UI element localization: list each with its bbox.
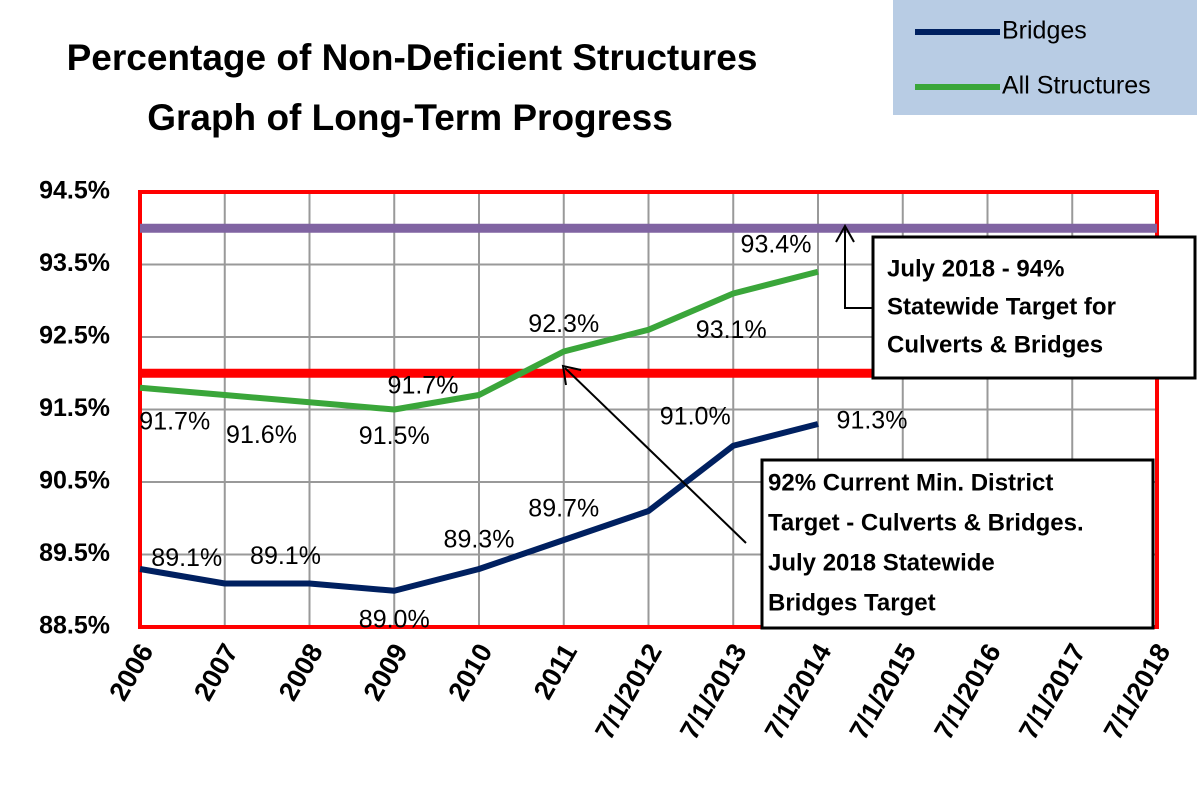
x-tick: 2010	[442, 639, 498, 706]
plot-frame	[138, 190, 1159, 629]
x-tick: 7/1/2018	[1098, 639, 1177, 745]
chart-title: Percentage of Non-Deficient Structures	[67, 37, 758, 78]
value-label: 91.7%	[139, 408, 210, 436]
x-tick: 7/1/2012	[589, 639, 668, 745]
x-tick-label: 7/1/2014	[759, 639, 838, 745]
x-tick-label: 7/1/2017	[1013, 639, 1092, 745]
x-tick: 2008	[273, 639, 329, 706]
value-label: 93.1%	[696, 316, 767, 344]
value-label: 93.4%	[741, 230, 812, 258]
y-tick-label: 93.5%	[39, 249, 110, 277]
chart-title: Graph of Long-Term Progress	[147, 97, 673, 138]
x-tick-label: 7/1/2016	[928, 639, 1007, 745]
annotation-box	[760, 458, 1155, 630]
y-tick-label: 92.5%	[39, 322, 110, 350]
annotation-text: Statewide Target for	[887, 293, 1116, 320]
value-label: 89.1%	[151, 544, 222, 572]
x-tick: 7/1/2013	[674, 639, 753, 745]
value-label: 91.0%	[660, 402, 731, 430]
value-label: 89.1%	[250, 542, 321, 570]
legend-box	[893, 0, 1197, 115]
x-tick: 2006	[103, 639, 159, 706]
x-tick-label: 7/1/2013	[674, 639, 753, 745]
x-tick-label: 7/1/2018	[1098, 639, 1177, 745]
annotation-text: 92% Current Min. District	[768, 469, 1053, 496]
x-tick: 2009	[358, 639, 414, 706]
annotation-text: Bridges Target	[768, 589, 936, 616]
x-tick: 7/1/2017	[1013, 639, 1092, 745]
x-tick-label: 2006	[103, 639, 159, 706]
annotation-text: July 2018 - 94%	[887, 255, 1064, 282]
x-tick-label: 2007	[188, 639, 244, 706]
legend-label: Bridges	[1002, 17, 1087, 45]
value-label: 92.3%	[528, 310, 599, 338]
value-label: 89.0%	[359, 605, 430, 633]
value-label: 89.7%	[528, 495, 599, 523]
y-tick-label: 94.5%	[39, 177, 110, 205]
x-tick: 2007	[188, 639, 244, 706]
x-tick-label: 2011	[528, 639, 583, 705]
annotation-text: Target - Culverts & Bridges.	[768, 509, 1084, 536]
value-label: 89.3%	[444, 526, 515, 554]
value-label: 91.6%	[226, 421, 297, 449]
series-line	[139, 268, 819, 413]
value-label: 91.7%	[388, 372, 459, 400]
legend-label: All Structures	[1002, 72, 1151, 100]
annotation-text: Culverts & Bridges	[887, 331, 1103, 358]
y-tick-label: 91.5%	[39, 394, 110, 422]
x-tick-label: 2010	[442, 639, 498, 706]
x-tick-label: 7/1/2015	[844, 639, 923, 745]
annotation-arrow	[564, 367, 747, 544]
x-tick-label: 2008	[273, 639, 329, 706]
x-tick: 7/1/2014	[759, 639, 838, 745]
x-tick-label: 2009	[358, 639, 414, 706]
x-tick: 7/1/2015	[844, 639, 923, 745]
annotation-arrow	[844, 228, 873, 309]
annotation-text: July 2018 Statewide	[768, 549, 995, 576]
value-label: 91.3%	[837, 407, 908, 435]
y-tick-label: 90.5%	[39, 467, 110, 495]
y-tick-label: 88.5%	[39, 612, 110, 640]
x-tick-label: 7/1/2012	[589, 639, 668, 745]
series-line	[139, 421, 819, 594]
y-tick-label: 89.5%	[39, 539, 110, 567]
arrow-head	[835, 223, 855, 243]
arrow-head	[561, 364, 582, 386]
x-tick: 2011	[528, 639, 583, 705]
x-tick: 7/1/2016	[928, 639, 1007, 745]
value-label: 91.5%	[359, 422, 430, 450]
